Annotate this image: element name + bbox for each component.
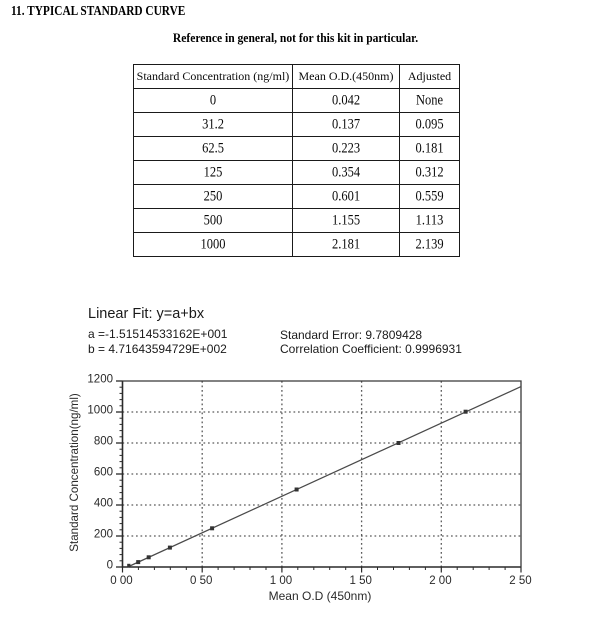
svg-text:400: 400 — [94, 498, 113, 510]
svg-text:1000: 1000 — [87, 405, 113, 417]
svg-text:1 00: 1 00 — [270, 575, 292, 587]
svg-text:0 00: 0 00 — [110, 575, 132, 587]
svg-text:200: 200 — [94, 529, 113, 541]
svg-text:800: 800 — [94, 436, 113, 448]
svg-text:1200: 1200 — [87, 374, 113, 386]
svg-text:Standard Concentration(ng/ml): Standard Concentration(ng/ml) — [68, 393, 81, 552]
svg-text:0: 0 — [107, 560, 113, 572]
svg-text:Mean O.D (450nm): Mean O.D (450nm) — [269, 589, 372, 603]
svg-text:1 50: 1 50 — [350, 575, 372, 587]
svg-text:600: 600 — [94, 467, 113, 479]
svg-text:2 00: 2 00 — [429, 575, 451, 587]
svg-text:2 50: 2 50 — [509, 575, 531, 587]
svg-text:0 50: 0 50 — [190, 575, 212, 587]
